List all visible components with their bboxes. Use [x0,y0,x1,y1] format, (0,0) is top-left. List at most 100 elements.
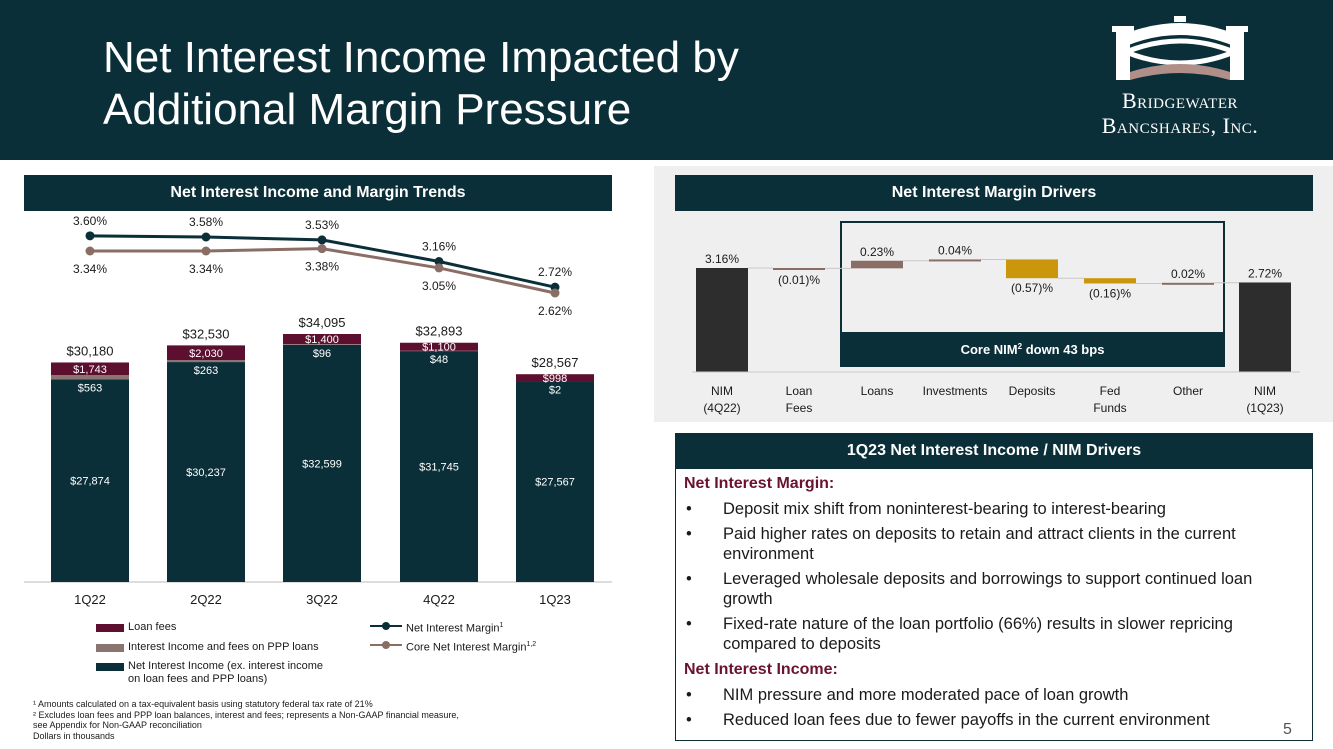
waterfall-category-label: (1Q23) [1246,401,1283,415]
bar-segment [51,375,129,380]
ppp-swatch [96,644,124,652]
footnote-1: ¹ Amounts calculated on a tax-equivalent… [33,699,373,709]
income-section-head: Net Interest Income: [684,661,838,678]
legend-core-nim-text: Core Net Interest Margin [406,641,527,654]
loan-fees-label: $998 [543,373,567,385]
bar-segment [283,334,361,345]
bar-segment [400,351,478,582]
legend-core-nim-label: Core Net Interest Margin1,2 [406,638,536,655]
nii-label: $32,599 [302,458,342,470]
nim-point [85,231,95,241]
waterfall-value-label: 3.16% [705,252,739,266]
bar-segment [167,345,245,361]
loan-fees-label: $1,100 [422,342,456,354]
waterfall-category-label: (4Q22) [703,401,740,415]
waterfall-value-label: 0.04% [938,243,972,257]
ppp-label: $563 [78,382,102,394]
bar-segment [516,374,594,382]
stacked-bar-chart: $27,874 $563 $1,743 $30,180 1Q22 $30,237 $263 $… [24,315,612,607]
nim-drivers-body: Net Interest Margin: Deposit mix shift f… [684,471,1304,735]
core-nim-banner-label: Core NIM2 down 43 bps [961,342,1105,357]
margin-line-chart: 3.60% 3.58% 3.53% 3.16% 2.72% 3.34% 3.34% 3.38%… [73,214,572,318]
category-tick-label: 1Q22 [74,592,106,607]
bar-segment [51,362,129,376]
core-nim-label: 3.34% [73,262,107,276]
nim-line-swatch [370,619,402,633]
legend-nim-sup: 1 [499,622,504,629]
footnote-3: see Appendix for Non-GAAP reconciliation [33,720,202,730]
total-label: $30,180 [67,343,114,358]
waterfall-category-label: NIM [711,384,733,398]
legend-nim: Net Interest Margin1 [370,619,503,636]
margin-section-head: Net Interest Margin: [684,475,835,492]
waterfall-chart: Core NIM2 down 43 bps 3.16% NIM (4Q22) (0.01… [692,221,1300,415]
waterfall-category-label: Other [1173,384,1203,398]
waterfall-category-label: Investments [923,384,988,398]
waterfall-value-label: 2.72% [1248,266,1282,280]
nim-label: 2.72% [538,265,572,279]
loan-fees-swatch [96,624,124,632]
title-line-2: Additional Margin Pressure [103,85,632,134]
bar-segment [283,344,361,582]
loan-fees-label: $2,030 [189,348,223,360]
core-nim-point [550,288,560,298]
legend-ppp-label: Interest Income and fees on PPP loans [128,641,319,653]
logo-line-1: Bridgewater [1122,88,1238,113]
margin-bullet: Paid higher rates on deposits to retain … [684,524,1304,564]
waterfall-category-label: NIM [1254,384,1276,398]
legend-loan-fees-label: Loan fees [128,621,177,633]
nim-drivers-title: 1Q23 Net Interest Income / NIM Drivers [675,433,1313,469]
core-nim-banner [841,332,1224,366]
waterfall-value-label: (0.01)% [778,273,820,287]
slide-header: Net Interest Income Impacted by Addition… [0,0,1333,160]
nii-label: $27,874 [70,476,110,488]
ppp-label: $263 [194,365,218,377]
core-nim-point [85,246,95,256]
waterfall-bar [773,268,825,270]
waterfall-bar [696,268,748,372]
nim-label: 3.53% [305,218,339,232]
waterfall-category-label: Deposits [1009,384,1056,398]
waterfall-bar [1162,282,1214,285]
logo-line-2: Bancshares, Inc. [1101,113,1259,138]
legend-nii: Net Interest Income (ex. interest income… [96,660,323,686]
waterfall-bar [929,259,981,262]
page-number: 5 [1283,721,1292,738]
trends-panel-title: Net Interest Income and Margin Trends [24,175,612,211]
footnotes: ¹ Amounts calculated on a tax-equivalent… [33,699,593,741]
nii-swatch [96,663,124,671]
bar-segment [283,344,361,345]
core-nim-point [317,244,327,254]
waterfall-bar [1084,278,1136,284]
loan-fees-label: $1,400 [305,334,339,346]
nim-point [317,235,327,245]
loan-fees-label: $1,743 [73,364,107,376]
income-bullet: Reduced loan fees due to fewer payoffs i… [684,710,1304,730]
margin-bullet: Leveraged wholesale deposits and borrowi… [684,569,1304,609]
waterfall-value-label: (0.16)% [1089,286,1131,300]
waterfall-category-label: Fed [1100,384,1121,398]
waterfall-value-label: 0.23% [860,245,894,259]
legend-nii-label: Net Interest Income (ex. interest income… [128,660,323,686]
bar-segment [400,342,478,351]
nii-label: $27,567 [535,477,575,489]
legend-loan-fees: Loan fees [96,621,176,634]
nii-label: $30,237 [186,467,226,479]
bridge-logo-icon [1112,16,1248,80]
income-bullet: NIM pressure and more moderated pace of … [684,685,1304,705]
nim-label: 3.16% [422,240,456,254]
category-tick-label: 3Q22 [306,592,338,607]
nim-drivers-box: 1Q23 Net Interest Income / NIM Drivers N… [675,433,1313,741]
logo-text: Bridgewater Bancshares, Inc. [1060,88,1300,138]
nim-label: 3.60% [73,214,107,228]
bar-segment [167,360,245,363]
nim-point [201,232,211,242]
category-tick-label: 4Q22 [423,592,455,607]
waterfall-category-label: Loans [861,384,894,398]
core-nim-line-swatch [370,638,402,652]
category-tick-label: 2Q22 [190,592,222,607]
total-label: $34,095 [299,315,346,330]
core-nim-label: 2.62% [538,304,572,318]
category-tick-label: 1Q23 [539,592,571,607]
